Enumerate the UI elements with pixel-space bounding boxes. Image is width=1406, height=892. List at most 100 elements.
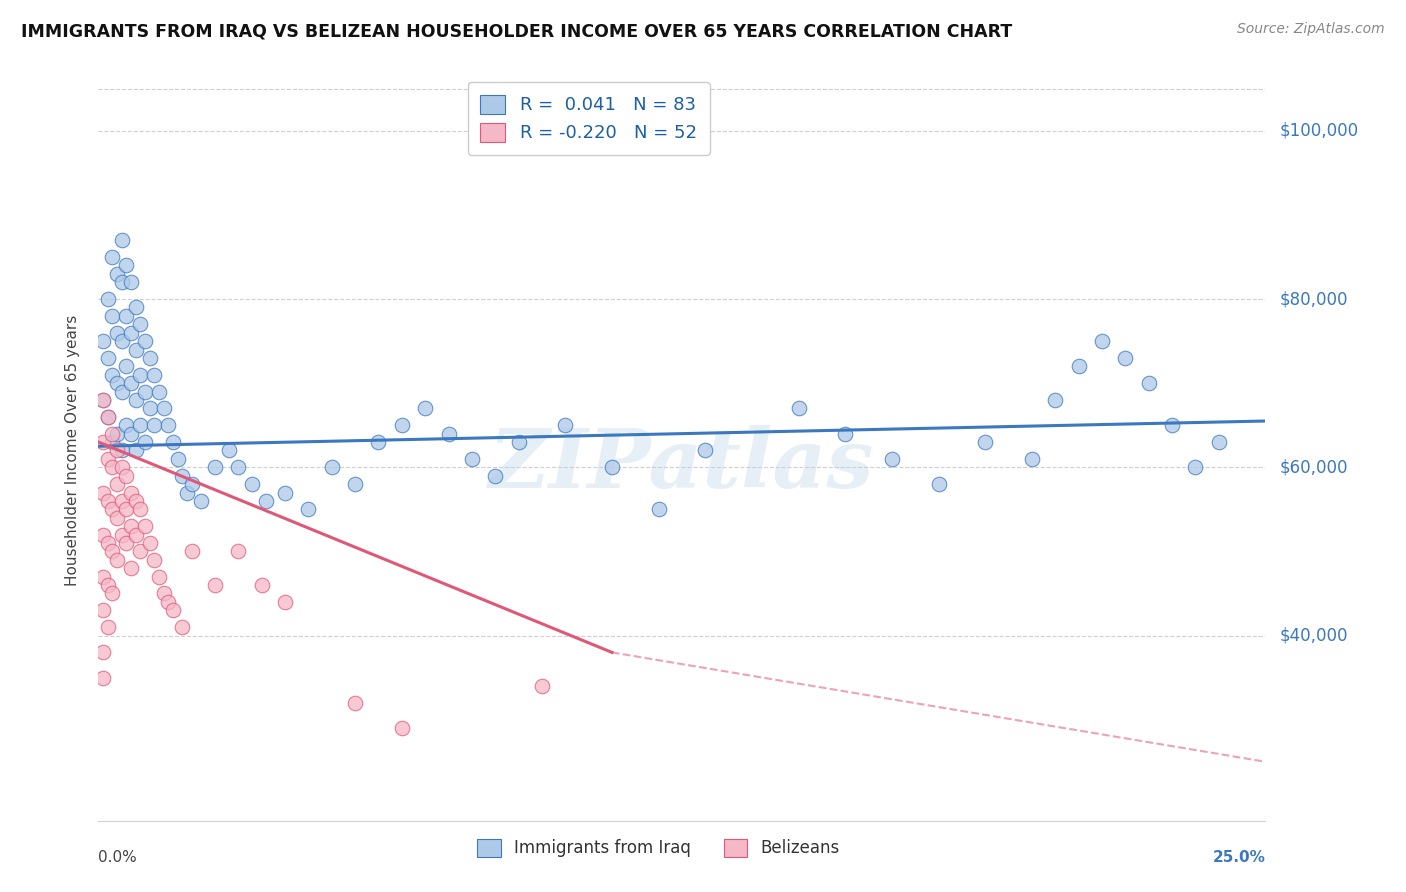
Point bbox=[129, 318, 152, 332]
Point bbox=[1208, 435, 1230, 450]
Point bbox=[190, 494, 212, 508]
Point bbox=[97, 536, 120, 550]
Point bbox=[97, 494, 120, 508]
Point bbox=[1021, 451, 1043, 466]
Text: 0.0%: 0.0% bbox=[98, 850, 138, 865]
Point bbox=[143, 368, 166, 382]
Point bbox=[148, 569, 170, 583]
Point bbox=[91, 485, 114, 500]
Point bbox=[115, 309, 138, 323]
Point bbox=[101, 460, 124, 475]
Point bbox=[97, 351, 120, 365]
Text: $40,000: $40,000 bbox=[1279, 626, 1348, 645]
Point bbox=[834, 426, 856, 441]
Point bbox=[91, 527, 114, 541]
Point bbox=[105, 376, 128, 391]
Point bbox=[162, 435, 184, 450]
Point bbox=[101, 544, 124, 558]
Point bbox=[134, 334, 156, 348]
Point bbox=[91, 392, 114, 407]
Point bbox=[97, 620, 120, 634]
Point bbox=[111, 443, 134, 458]
Point bbox=[880, 451, 903, 466]
Point bbox=[111, 460, 134, 475]
Text: ZIPatlas: ZIPatlas bbox=[489, 425, 875, 505]
Point bbox=[297, 502, 319, 516]
Text: Source: ZipAtlas.com: Source: ZipAtlas.com bbox=[1237, 22, 1385, 37]
Point bbox=[256, 494, 278, 508]
Point bbox=[554, 418, 576, 433]
Point bbox=[928, 477, 950, 491]
Point bbox=[91, 603, 114, 617]
Text: $60,000: $60,000 bbox=[1279, 458, 1348, 476]
Point bbox=[125, 494, 148, 508]
Point bbox=[111, 334, 134, 348]
Point bbox=[111, 275, 134, 289]
Point bbox=[120, 426, 142, 441]
Point bbox=[647, 502, 669, 516]
Point bbox=[134, 519, 156, 533]
Point bbox=[139, 536, 162, 550]
Point bbox=[321, 460, 343, 475]
Point bbox=[152, 586, 174, 600]
Point bbox=[134, 435, 156, 450]
Text: $100,000: $100,000 bbox=[1279, 122, 1358, 140]
Point bbox=[437, 426, 460, 441]
Point bbox=[91, 392, 114, 407]
Point bbox=[166, 451, 188, 466]
Point bbox=[105, 510, 128, 524]
Point bbox=[97, 409, 120, 424]
Point bbox=[157, 595, 180, 609]
Point bbox=[1137, 376, 1160, 391]
Text: 25.0%: 25.0% bbox=[1212, 850, 1265, 865]
Point bbox=[461, 451, 484, 466]
Point bbox=[120, 519, 142, 533]
Point bbox=[91, 435, 114, 450]
Point bbox=[97, 292, 120, 306]
Point bbox=[344, 696, 367, 710]
Point bbox=[97, 578, 120, 592]
Point bbox=[1114, 351, 1136, 365]
Point bbox=[508, 435, 530, 450]
Point bbox=[111, 494, 134, 508]
Point bbox=[242, 477, 264, 491]
Point bbox=[111, 233, 134, 247]
Point bbox=[204, 460, 226, 475]
Point bbox=[139, 401, 162, 416]
Point bbox=[115, 259, 138, 273]
Point bbox=[101, 502, 124, 516]
Point bbox=[250, 578, 273, 592]
Point bbox=[152, 401, 174, 416]
Text: $80,000: $80,000 bbox=[1279, 290, 1348, 308]
Point bbox=[101, 250, 124, 264]
Point bbox=[176, 485, 198, 500]
Point bbox=[115, 418, 138, 433]
Point bbox=[228, 460, 250, 475]
Point bbox=[530, 679, 553, 693]
Point bbox=[162, 603, 184, 617]
Point bbox=[180, 544, 202, 558]
Point bbox=[344, 477, 367, 491]
Point bbox=[115, 359, 138, 374]
Point bbox=[391, 721, 413, 735]
Point bbox=[1161, 418, 1184, 433]
Point bbox=[105, 267, 128, 281]
Point bbox=[120, 485, 142, 500]
Point bbox=[125, 301, 148, 315]
Point bbox=[105, 477, 128, 491]
Point bbox=[91, 569, 114, 583]
Point bbox=[129, 544, 152, 558]
Point bbox=[91, 671, 114, 685]
Point bbox=[1045, 392, 1067, 407]
Point bbox=[367, 435, 389, 450]
Point bbox=[157, 418, 180, 433]
Point bbox=[129, 368, 152, 382]
Point bbox=[484, 468, 506, 483]
Point bbox=[204, 578, 226, 592]
Point bbox=[148, 384, 170, 399]
Point bbox=[101, 586, 124, 600]
Point bbox=[101, 368, 124, 382]
Point bbox=[120, 376, 142, 391]
Point bbox=[139, 351, 162, 365]
Point bbox=[180, 477, 202, 491]
